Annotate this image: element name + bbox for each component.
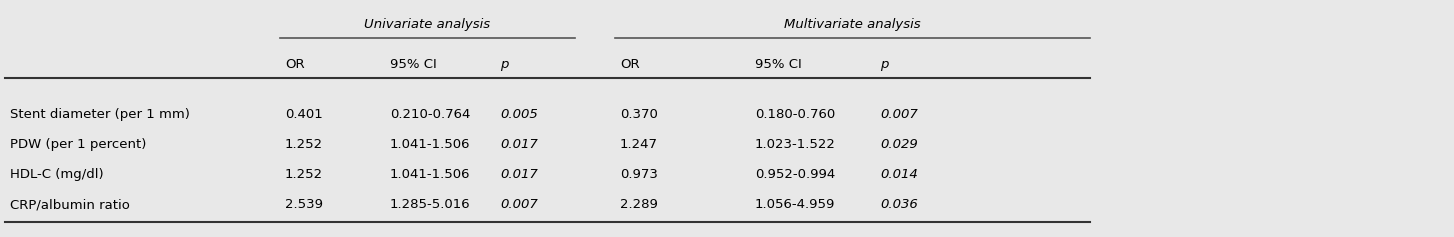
- Text: OR: OR: [619, 58, 640, 71]
- Text: 0.370: 0.370: [619, 108, 657, 121]
- Text: 2.539: 2.539: [285, 198, 323, 211]
- Text: 0.014: 0.014: [880, 168, 917, 181]
- Text: 95% CI: 95% CI: [755, 58, 801, 71]
- Text: 0.007: 0.007: [500, 198, 538, 211]
- Text: 1.252: 1.252: [285, 138, 323, 151]
- Text: OR: OR: [285, 58, 305, 71]
- Text: 95% CI: 95% CI: [390, 58, 436, 71]
- Text: 0.180-0.760: 0.180-0.760: [755, 108, 835, 121]
- Text: 1.023-1.522: 1.023-1.522: [755, 138, 836, 151]
- Text: CRP/albumin ratio: CRP/albumin ratio: [10, 198, 129, 211]
- Text: 1.247: 1.247: [619, 138, 659, 151]
- Text: 1.252: 1.252: [285, 168, 323, 181]
- Text: 0.210-0.764: 0.210-0.764: [390, 108, 471, 121]
- Text: p: p: [880, 58, 888, 71]
- Text: PDW (per 1 percent): PDW (per 1 percent): [10, 138, 147, 151]
- Text: 0.007: 0.007: [880, 108, 917, 121]
- Text: 1.041-1.506: 1.041-1.506: [390, 168, 471, 181]
- Text: 2.289: 2.289: [619, 198, 657, 211]
- Text: 0.036: 0.036: [880, 198, 917, 211]
- Text: 0.017: 0.017: [500, 138, 538, 151]
- Text: 0.017: 0.017: [500, 168, 538, 181]
- Text: Univariate analysis: Univariate analysis: [365, 18, 490, 31]
- Text: Stent diameter (per 1 mm): Stent diameter (per 1 mm): [10, 108, 190, 121]
- Text: HDL-C (mg/dl): HDL-C (mg/dl): [10, 168, 103, 181]
- Text: 0.029: 0.029: [880, 138, 917, 151]
- Text: 0.401: 0.401: [285, 108, 323, 121]
- Text: 0.973: 0.973: [619, 168, 657, 181]
- Text: 1.285-5.016: 1.285-5.016: [390, 198, 471, 211]
- Text: Multivariate analysis: Multivariate analysis: [784, 18, 920, 31]
- Text: 0.952-0.994: 0.952-0.994: [755, 168, 835, 181]
- Text: p: p: [500, 58, 509, 71]
- Text: 1.056-4.959: 1.056-4.959: [755, 198, 836, 211]
- Text: 0.005: 0.005: [500, 108, 538, 121]
- Text: 1.041-1.506: 1.041-1.506: [390, 138, 471, 151]
